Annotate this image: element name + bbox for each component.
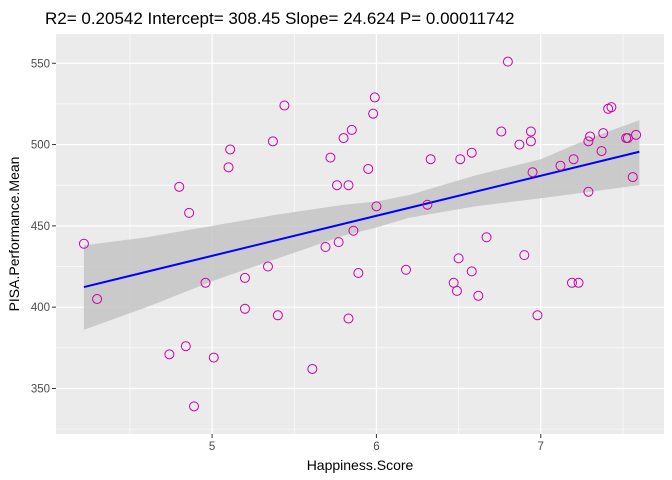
data-point [502, 56, 513, 67]
y-axis-ticks: 350 400 450 500 550 [31, 58, 56, 395]
data-point [164, 349, 175, 360]
data-point [184, 207, 195, 218]
y-tick-label: 500 [31, 140, 50, 152]
data-point [525, 126, 536, 137]
data-point [325, 152, 336, 163]
data-point [239, 303, 250, 314]
data-point [401, 264, 412, 275]
data-points [78, 56, 642, 412]
data-point [583, 136, 594, 147]
data-point [267, 136, 278, 147]
data-point [338, 133, 349, 144]
data-point [568, 154, 579, 165]
data-point [496, 126, 507, 137]
data-point [348, 225, 359, 236]
data-point [451, 285, 462, 296]
data-point [369, 92, 380, 103]
data-point [346, 124, 357, 135]
data-point [631, 129, 642, 140]
plot-panel [56, 34, 664, 434]
data-point [92, 294, 103, 305]
data-point [481, 232, 492, 243]
data-point [189, 401, 200, 412]
data-point [208, 352, 219, 363]
x-tick-label: 7 [538, 441, 544, 453]
data-point [422, 199, 433, 210]
data-point [585, 131, 596, 142]
data-point [606, 102, 617, 113]
data-point [598, 128, 609, 139]
data-point [455, 154, 466, 165]
y-tick-label: 400 [31, 302, 50, 314]
y-axis-title: PISA.Performance.Mean [6, 157, 22, 312]
y-tick-label: 350 [31, 383, 50, 395]
data-point [363, 163, 374, 174]
data-point [583, 186, 594, 197]
data-point [307, 363, 318, 374]
data-point [353, 268, 364, 279]
data-point [180, 341, 191, 352]
data-point [320, 242, 331, 253]
data-point [566, 277, 577, 288]
data-point [343, 180, 354, 191]
data-point [239, 272, 250, 283]
data-point [573, 277, 584, 288]
data-point [333, 237, 344, 248]
x-tick-label: 6 [373, 441, 379, 453]
data-point [272, 310, 283, 321]
data-point [371, 201, 382, 212]
data-point [519, 250, 530, 261]
data-point [532, 310, 543, 321]
data-point [343, 313, 354, 324]
data-point [525, 136, 536, 147]
regression-line [83, 150, 640, 289]
data-point [596, 146, 607, 157]
x-axis-ticks: 5 6 7 [209, 434, 544, 453]
data-point [200, 277, 211, 288]
data-point [223, 162, 234, 173]
data-point [425, 154, 436, 165]
x-tick-label: 5 [209, 441, 215, 453]
confidence-band [83, 120, 640, 330]
data-point [368, 108, 379, 119]
data-point [527, 167, 538, 178]
data-point [174, 181, 185, 192]
data-point [466, 266, 477, 277]
data-point [466, 147, 477, 158]
chart-title: R2= 0.20542 Intercept= 308.45 Slope= 24.… [45, 9, 514, 28]
x-axis-title: Happiness.Score [307, 457, 414, 473]
data-point [331, 180, 342, 191]
data-point [555, 160, 566, 171]
data-point [627, 172, 638, 183]
data-point [473, 290, 484, 301]
data-point [453, 253, 464, 264]
data-point [262, 261, 273, 272]
data-point [279, 100, 290, 111]
y-tick-label: 450 [31, 221, 50, 233]
data-point [514, 139, 525, 150]
major-gridlines [56, 34, 664, 434]
data-point [225, 144, 236, 155]
data-point [78, 238, 89, 249]
y-tick-label: 550 [31, 58, 50, 70]
